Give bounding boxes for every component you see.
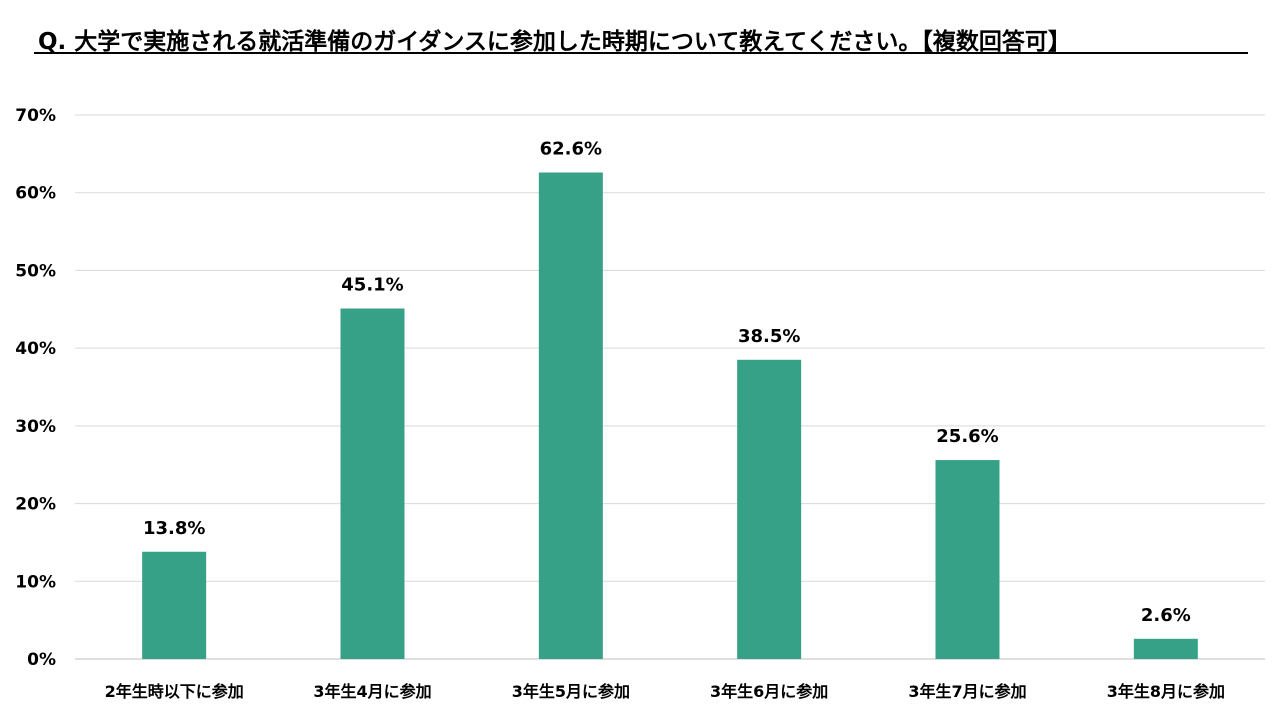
data-label: 25.6% bbox=[936, 426, 998, 447]
bar bbox=[538, 172, 603, 659]
bar bbox=[935, 460, 1000, 659]
bar bbox=[737, 359, 802, 659]
y-tick-label: 50% bbox=[15, 261, 56, 281]
data-label: 62.6% bbox=[540, 139, 602, 160]
y-tick-label: 0% bbox=[27, 650, 56, 670]
y-tick-label: 60% bbox=[15, 184, 56, 204]
category-label: 2年生時以下に参加 bbox=[105, 682, 244, 701]
bar bbox=[1133, 638, 1198, 659]
chart-title: Q. 大学で実施される就活準備のガイダンスに参加した時期について教えてください。… bbox=[38, 29, 1071, 55]
category-label: 3年生8月に参加 bbox=[1107, 682, 1225, 701]
data-label: 2.6% bbox=[1141, 605, 1191, 626]
bar bbox=[142, 551, 207, 659]
category-label: 3年生5月に参加 bbox=[512, 682, 630, 701]
y-tick-label: 20% bbox=[15, 495, 56, 515]
y-tick-label: 70% bbox=[15, 106, 56, 126]
data-label: 45.1% bbox=[341, 275, 403, 296]
category-label: 3年生6月に参加 bbox=[710, 682, 828, 701]
category-label: 3年生4月に参加 bbox=[313, 682, 431, 701]
y-tick-label: 30% bbox=[15, 417, 56, 437]
y-tick-label: 40% bbox=[15, 339, 56, 359]
title-underline bbox=[34, 52, 1248, 54]
bar bbox=[340, 308, 405, 659]
data-label: 13.8% bbox=[143, 518, 205, 539]
category-label: 3年生7月に参加 bbox=[908, 682, 1026, 701]
data-label: 38.5% bbox=[738, 326, 800, 347]
y-tick-label: 10% bbox=[15, 572, 56, 592]
